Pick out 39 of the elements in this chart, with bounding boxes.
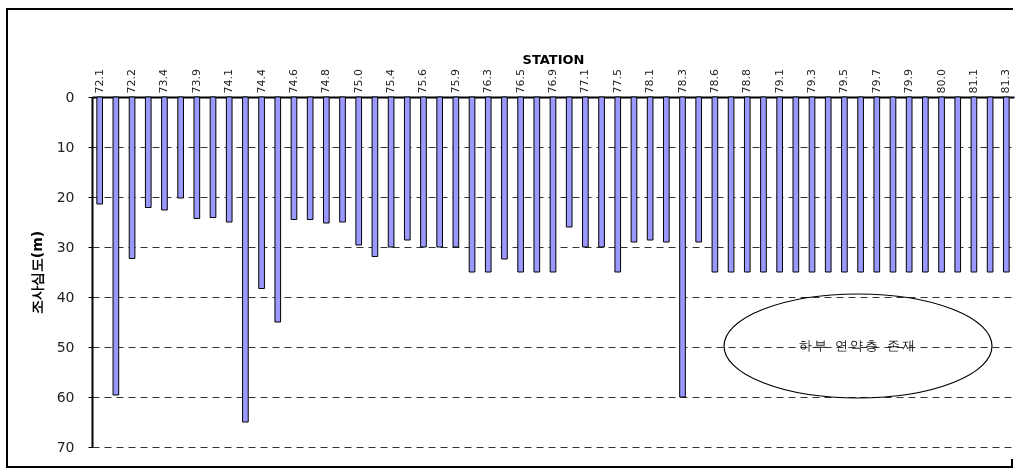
y-tick-label: 50 bbox=[56, 338, 75, 355]
x-tick-label: 79.1 bbox=[772, 69, 786, 94]
y-tick-label: 10 bbox=[56, 138, 75, 155]
x-tick-label: 80.0 bbox=[934, 69, 948, 94]
y-axis-title: 조사심도(m) bbox=[28, 230, 45, 315]
x-tick-label: 75.0 bbox=[351, 69, 365, 94]
x-tick-label: 78.8 bbox=[740, 69, 754, 94]
x-tick-label: 75.9 bbox=[448, 69, 462, 94]
x-axis-title: STATION bbox=[522, 52, 585, 68]
x-tick-label: 74.4 bbox=[254, 69, 268, 94]
y-tick-label: 40 bbox=[56, 288, 75, 305]
x-tick-label: 81.1 bbox=[966, 69, 980, 94]
y-tick-label: 30 bbox=[56, 238, 75, 255]
x-tick-label: 78.6 bbox=[707, 69, 721, 94]
x-tick-label: 79.3 bbox=[805, 69, 819, 94]
x-tick-label: 72.2 bbox=[125, 69, 139, 94]
x-tick-label: 74.6 bbox=[286, 69, 300, 94]
x-tick-label: 75.6 bbox=[416, 69, 430, 94]
x-tick-label: 78.1 bbox=[643, 69, 657, 94]
x-tick-label: 76.9 bbox=[546, 69, 559, 94]
x-tick-label: 77.1 bbox=[578, 69, 592, 94]
x-tick-label: 76.3 bbox=[481, 69, 495, 94]
x-tick-label: 77.5 bbox=[610, 69, 624, 94]
x-tick-label: 76.5 bbox=[513, 69, 527, 94]
x-tick-label: 78.3 bbox=[675, 69, 689, 94]
x-tick-label: 79.9 bbox=[902, 69, 916, 94]
x-tick-label: 74.8 bbox=[319, 69, 333, 94]
x-tick-label: 73.4 bbox=[157, 69, 171, 94]
x-tick-label: 79.5 bbox=[837, 69, 851, 94]
x-tick-label: 81.3 bbox=[999, 69, 1013, 94]
x-tick-label: 75.4 bbox=[384, 69, 398, 94]
y-tick-label: 70 bbox=[56, 438, 75, 455]
y-tick-label: 0 bbox=[65, 88, 75, 105]
x-tick-label: 73.9 bbox=[189, 69, 203, 94]
x-tick-label: 79.7 bbox=[869, 69, 883, 94]
y-tick-label: 20 bbox=[56, 188, 75, 205]
x-tick-label: 72.1 bbox=[92, 69, 106, 94]
x-tick-label: 74.1 bbox=[222, 69, 236, 94]
y-tick-label: 60 bbox=[56, 388, 75, 405]
